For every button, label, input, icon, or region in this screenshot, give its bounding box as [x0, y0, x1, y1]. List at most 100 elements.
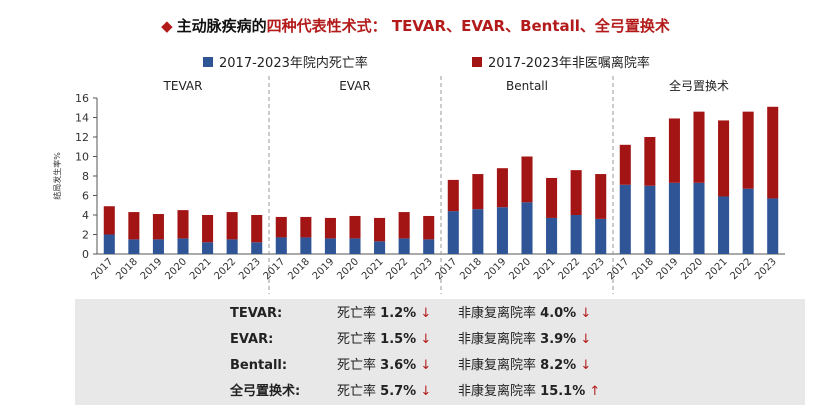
- bar-nonhome-discharge: [152, 214, 164, 240]
- bar-nonhome-discharge: [521, 156, 533, 203]
- bar-nonhome-discharge: [202, 215, 214, 243]
- x-tick-label: 2019: [311, 256, 337, 282]
- summary-name: 全弓置换术:: [230, 384, 301, 399]
- arrow-down-icon: ↓: [420, 306, 432, 321]
- bar-mortality: [226, 239, 238, 254]
- x-tick-label: 2020: [335, 256, 361, 282]
- arrow-down-icon: ↓: [420, 384, 432, 399]
- summary-nonhome: 非康复离院率 4.0% ↓: [458, 303, 591, 324]
- bar-nonhome-discharge: [447, 179, 459, 212]
- bar-nonhome-discharge: [349, 215, 361, 239]
- bar-nonhome-discharge: [472, 174, 484, 210]
- y-tick-label: 4: [82, 209, 89, 222]
- x-tick-label: 2022: [556, 256, 582, 282]
- x-tick-label: 2018: [630, 256, 656, 282]
- bar-mortality: [103, 234, 115, 254]
- bar-nonhome-discharge: [718, 120, 730, 197]
- arrow-down-icon: ↓: [580, 358, 592, 373]
- group-label: TEVAR: [163, 79, 203, 93]
- x-tick-label: 2017: [262, 256, 288, 282]
- nonhome-label: 非康复离院率: [458, 306, 537, 321]
- bar-mortality: [767, 198, 779, 254]
- title-part-red: 四种代表性术式： TEVAR、EVAR、Bentall、全弓置换术: [266, 17, 670, 35]
- mortality-label: 死亡率: [337, 332, 377, 347]
- bar-mortality: [668, 182, 680, 254]
- nonhome-label: 非康复离院率: [458, 332, 537, 347]
- bar-mortality: [447, 211, 459, 254]
- y-tick-label: 0: [82, 248, 89, 261]
- x-tick-label: 2022: [728, 256, 754, 282]
- summary-name: Bentall:: [230, 358, 288, 373]
- bar-mortality: [570, 215, 582, 254]
- x-tick-label: 2017: [606, 256, 632, 282]
- bar-mortality: [398, 238, 410, 254]
- arrow-up-icon: ↑: [589, 384, 601, 399]
- bar-nonhome-discharge: [546, 177, 558, 218]
- bar-mortality: [546, 217, 558, 254]
- x-tick-label: 2019: [655, 256, 681, 282]
- y-tick-label: 16: [75, 92, 89, 105]
- x-tick-label: 2023: [753, 256, 779, 282]
- summary-nonhome: 非康复离院率 3.9% ↓: [458, 329, 591, 350]
- legend-item-nonhome: 2017-2023年非医嘱离院率: [472, 52, 650, 71]
- nonhome-value: 15.1%: [540, 384, 586, 399]
- bar-mortality: [595, 218, 607, 254]
- y-axis-title: 结局发生率%: [52, 152, 62, 200]
- title-part-black: 主动脉疾病的: [176, 17, 267, 35]
- arrow-down-icon: ↓: [580, 332, 592, 347]
- bar-nonhome-discharge: [398, 212, 410, 239]
- mortality-label: 死亡率: [337, 358, 377, 373]
- mortality-value: 1.2%: [380, 306, 417, 321]
- legend-label-mortality: 2017-2023年院内死亡率: [219, 56, 368, 71]
- x-tick-label: 2017: [90, 256, 116, 282]
- bar-nonhome-discharge: [374, 217, 386, 242]
- bar-nonhome-discharge: [226, 212, 238, 240]
- bar-nonhome-discharge: [644, 137, 656, 186]
- summary-row-total-arch: 全弓置换术: 死亡率 5.7% ↓ 非康复离院率 15.1% ↑: [75, 381, 805, 402]
- mortality-label: 死亡率: [337, 306, 377, 321]
- arrow-down-icon: ↓: [420, 332, 432, 347]
- bar-nonhome-discharge: [177, 210, 189, 239]
- bar-nonhome-discharge: [693, 111, 705, 183]
- mortality-value: 1.5%: [380, 332, 417, 347]
- bar-mortality: [619, 184, 631, 254]
- bar-mortality: [718, 196, 730, 254]
- bar-mortality: [275, 237, 287, 254]
- x-tick-label: 2023: [237, 256, 263, 282]
- y-tick-label: 14: [75, 112, 89, 125]
- bar-mortality: [152, 239, 164, 254]
- x-tick-label: 2023: [581, 256, 607, 282]
- summary-table: TEVAR: 死亡率 1.2% ↓ 非康复离院率 4.0% ↓ EVAR: 死亡…: [75, 299, 805, 405]
- nonhome-value: 4.0%: [540, 306, 577, 321]
- summary-nonhome: 非康复离院率 15.1% ↑: [458, 381, 600, 402]
- summary-row-evar: EVAR: 死亡率 1.5% ↓ 非康复离院率 3.9% ↓: [75, 329, 805, 350]
- legend-label-nonhome: 2017-2023年非医嘱离院率: [488, 56, 650, 71]
- bar-mortality: [202, 242, 214, 254]
- x-tick-label: 2023: [409, 256, 435, 282]
- bar-mortality: [423, 239, 435, 254]
- group-label: EVAR: [339, 79, 371, 93]
- bar-nonhome-discharge: [103, 206, 115, 235]
- nonhome-label: 非康复离院率: [458, 358, 537, 373]
- summary-mortality: 死亡率 1.5% ↓: [337, 329, 431, 350]
- bar-nonhome-discharge: [423, 215, 435, 240]
- legend-swatch-red: [472, 56, 482, 67]
- bar-mortality: [521, 202, 533, 254]
- bar-mortality: [324, 238, 336, 254]
- nonhome-value: 3.9%: [540, 332, 577, 347]
- bar-nonhome-discharge: [251, 215, 263, 243]
- bar-mortality: [349, 238, 361, 254]
- x-tick-label: 2021: [532, 256, 558, 282]
- legend-swatch-blue: [203, 56, 213, 67]
- x-tick-label: 2019: [483, 256, 509, 282]
- y-tick-label: 6: [82, 190, 89, 203]
- summary-mortality: 死亡率 3.6% ↓: [337, 355, 431, 376]
- bar-mortality: [644, 185, 656, 254]
- arrow-down-icon: ↓: [580, 306, 592, 321]
- x-tick-label: 2022: [212, 256, 238, 282]
- bar-mortality: [496, 207, 508, 254]
- group-label: 全弓置换术: [669, 78, 729, 93]
- x-tick-label: 2020: [163, 256, 189, 282]
- group-label: Bentall: [506, 79, 548, 93]
- summary-row-bentall: Bentall: 死亡率 3.6% ↓ 非康复离院率 8.2% ↓: [75, 355, 805, 376]
